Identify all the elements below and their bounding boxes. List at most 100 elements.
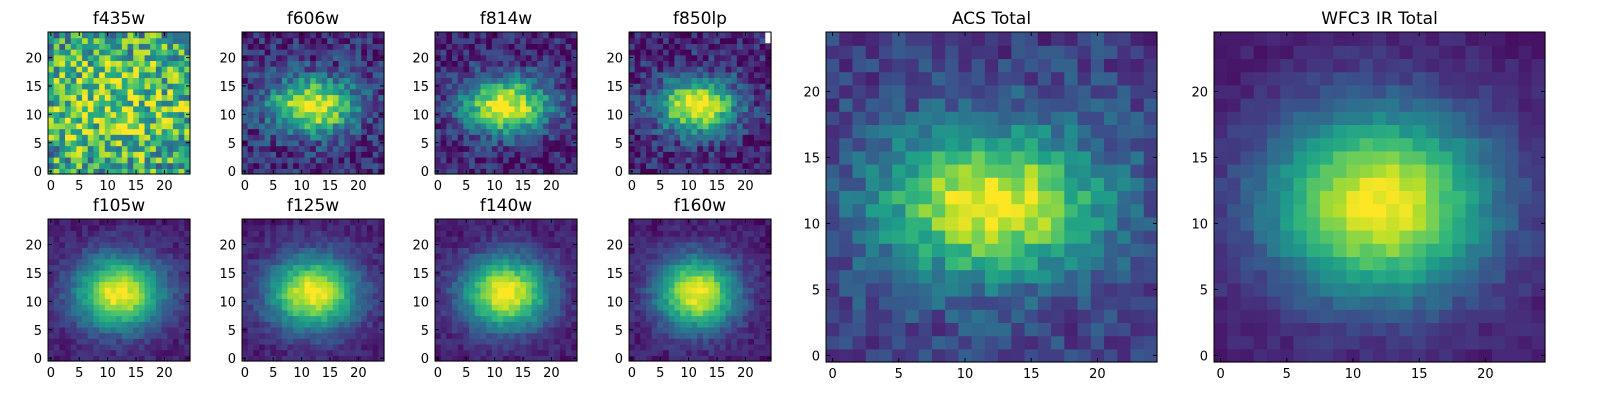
heatmap-cell	[753, 355, 761, 362]
heatmap-cell	[53, 151, 60, 158]
heatmap-cell	[247, 326, 254, 334]
heatmap-cell	[87, 128, 95, 135]
heatmap-cell	[765, 332, 772, 339]
heatmap-cell	[349, 128, 357, 135]
heatmap-cell	[127, 315, 134, 322]
heatmap-cell	[355, 230, 362, 237]
heatmap-cell	[172, 292, 180, 300]
heatmap-cell	[366, 236, 374, 243]
heatmap-cell	[366, 71, 374, 79]
heatmap-cell	[53, 287, 60, 294]
heatmap-cell	[731, 88, 738, 96]
heatmap-cell	[372, 117, 379, 124]
heatmap-cell	[247, 139, 254, 147]
heatmap-cell	[76, 275, 83, 283]
heatmap-cell	[178, 54, 185, 61]
heatmap-cell	[366, 298, 374, 305]
heatmap-cell	[87, 88, 95, 96]
heatmap-cell	[469, 332, 476, 339]
heatmap-cell	[571, 145, 578, 152]
heatmap-cell	[121, 156, 129, 164]
heatmap-cell	[178, 253, 185, 260]
heatmap-cell	[469, 117, 476, 124]
heatmap-cell	[554, 43, 561, 50]
heatmap-cell	[82, 145, 89, 152]
heatmap-cell	[298, 230, 306, 237]
heatmap-cell	[338, 88, 345, 96]
heatmap-cell	[178, 134, 185, 141]
heatmap-cell	[463, 298, 470, 305]
heatmap-cell	[537, 349, 544, 356]
heatmap-cell	[287, 54, 294, 61]
heatmap-cell	[446, 145, 453, 152]
heatmap-cell	[327, 258, 334, 266]
heatmap-cell	[167, 32, 174, 39]
heatmap-cell	[508, 66, 516, 73]
heatmap-cell	[537, 49, 544, 56]
heatmap-cell	[99, 298, 106, 305]
heatmap-cell	[167, 122, 174, 130]
heatmap-cell	[440, 111, 447, 118]
heatmap-cell	[172, 43, 180, 50]
heatmap-cell	[59, 37, 66, 44]
heatmap-cell	[674, 49, 681, 56]
heatmap-cell	[104, 105, 112, 113]
heatmap-cell	[457, 230, 464, 237]
heatmap-cell	[287, 258, 294, 266]
heatmap-cell	[748, 49, 755, 56]
heatmap-cell	[378, 304, 385, 311]
heatmap-cell	[520, 162, 527, 169]
heatmap-cell	[259, 219, 266, 226]
heatmap-cell	[127, 349, 134, 356]
heatmap-cell	[514, 270, 521, 277]
panel-title: f140w	[480, 196, 532, 216]
heatmap-cell	[446, 349, 453, 356]
heatmap-cell	[765, 100, 772, 107]
heatmap-cell	[104, 258, 112, 266]
heatmap-cell	[753, 156, 761, 164]
heatmap-cell	[315, 168, 323, 175]
heatmap-cell	[150, 275, 157, 283]
heatmap-cell	[651, 117, 658, 124]
heatmap-cell	[651, 128, 658, 135]
heatmap-cell	[53, 343, 60, 351]
heatmap-cell	[65, 241, 72, 248]
heatmap-cell	[554, 105, 561, 113]
heatmap-cell	[497, 43, 504, 50]
heatmap-cell	[172, 338, 180, 345]
heatmap-cell	[259, 253, 266, 260]
heatmap-cell	[366, 43, 374, 50]
heatmap-cell	[321, 49, 328, 56]
heatmap-cell	[497, 247, 504, 254]
heatmap-cell	[514, 122, 521, 130]
heatmap-cell	[571, 134, 578, 141]
heatmap-cell	[344, 168, 351, 175]
heatmap-cell	[680, 349, 687, 356]
y-tick-label: 0	[228, 165, 236, 180]
heatmap-cell	[480, 258, 487, 266]
heatmap-cell	[155, 270, 163, 277]
heatmap-cell	[116, 349, 123, 356]
heatmap-cell	[651, 275, 658, 283]
heatmap-cell	[691, 315, 698, 322]
heatmap-cell	[714, 128, 721, 135]
heatmap-cell	[366, 54, 374, 61]
heatmap-cell	[508, 241, 516, 248]
heatmap-cell	[304, 292, 311, 300]
heatmap-cell	[344, 241, 351, 248]
heatmap-cell	[304, 71, 311, 79]
heatmap-cell	[503, 32, 510, 39]
heatmap-cell	[138, 49, 146, 56]
heatmap-cell	[127, 304, 134, 311]
heatmap-cell	[270, 83, 277, 90]
heatmap-cell	[332, 321, 340, 328]
heatmap-cell	[155, 88, 163, 96]
heatmap-cell	[133, 326, 140, 334]
heatmap-cell	[542, 43, 550, 50]
heatmap-cell	[332, 326, 340, 334]
heatmap-cell	[765, 304, 772, 311]
heatmap-cell	[640, 162, 647, 169]
heatmap-cell	[697, 298, 704, 305]
heatmap-cell	[646, 128, 653, 135]
heatmap-cell	[144, 326, 151, 334]
